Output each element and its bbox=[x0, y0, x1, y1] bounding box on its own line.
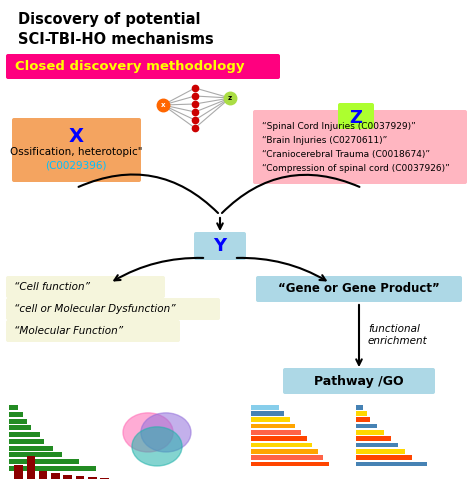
Text: “Gene or Gene Product”: “Gene or Gene Product” bbox=[278, 283, 440, 296]
Text: Pathway /GO: Pathway /GO bbox=[314, 375, 404, 388]
Bar bbox=[251, 405, 279, 409]
Bar bbox=[251, 455, 323, 460]
FancyBboxPatch shape bbox=[6, 298, 220, 320]
Bar bbox=[51, 473, 60, 479]
Text: Z: Z bbox=[349, 109, 363, 127]
Bar bbox=[9, 453, 62, 457]
Bar bbox=[64, 475, 72, 479]
Bar bbox=[356, 443, 398, 447]
Bar bbox=[9, 425, 31, 430]
Bar bbox=[251, 411, 284, 416]
Text: “Spinal Cord Injuries (C0037929)”: “Spinal Cord Injuries (C0037929)” bbox=[262, 122, 416, 131]
Circle shape bbox=[141, 413, 191, 452]
FancyBboxPatch shape bbox=[194, 232, 246, 260]
Bar bbox=[9, 432, 40, 437]
Bar bbox=[39, 470, 47, 479]
FancyBboxPatch shape bbox=[283, 368, 435, 394]
FancyBboxPatch shape bbox=[256, 276, 462, 302]
Bar bbox=[251, 417, 290, 422]
Bar bbox=[251, 424, 295, 428]
Bar bbox=[9, 459, 79, 464]
Bar bbox=[356, 417, 370, 422]
FancyBboxPatch shape bbox=[6, 276, 165, 298]
Bar bbox=[356, 455, 412, 460]
Text: X: X bbox=[69, 127, 83, 146]
Bar bbox=[356, 462, 427, 467]
Bar bbox=[9, 405, 18, 410]
Bar bbox=[356, 405, 363, 409]
Bar bbox=[9, 419, 27, 424]
Text: Y: Y bbox=[213, 237, 227, 255]
Bar bbox=[356, 411, 367, 416]
Bar bbox=[356, 449, 405, 454]
Text: “Compression of spinal cord (C0037926)”: “Compression of spinal cord (C0037926)” bbox=[262, 164, 450, 173]
Text: (C0029396): (C0029396) bbox=[45, 161, 107, 171]
Text: “Molecular Function”: “Molecular Function” bbox=[14, 326, 123, 336]
Bar bbox=[251, 437, 307, 441]
FancyBboxPatch shape bbox=[12, 118, 141, 182]
Text: z: z bbox=[228, 95, 232, 101]
Text: Discovery of potential
SCI-TBI-HO mechanisms: Discovery of potential SCI-TBI-HO mechan… bbox=[18, 12, 214, 47]
Text: x: x bbox=[161, 102, 165, 108]
Bar bbox=[251, 443, 312, 447]
Bar bbox=[251, 462, 328, 467]
Bar bbox=[88, 477, 97, 479]
Bar bbox=[9, 466, 96, 471]
FancyBboxPatch shape bbox=[6, 320, 180, 342]
Bar bbox=[356, 430, 384, 435]
Bar bbox=[356, 424, 377, 428]
Text: “Craniocerebral Trauma (C0018674)”: “Craniocerebral Trauma (C0018674)” bbox=[262, 150, 430, 159]
Text: Ossification, heterotopic": Ossification, heterotopic" bbox=[10, 147, 142, 157]
Bar bbox=[27, 456, 35, 479]
Bar bbox=[356, 437, 391, 441]
Text: “cell or Molecular Dysfunction”: “cell or Molecular Dysfunction” bbox=[14, 304, 176, 314]
Circle shape bbox=[123, 413, 173, 452]
Text: Closed discovery methodology: Closed discovery methodology bbox=[15, 60, 245, 73]
FancyBboxPatch shape bbox=[338, 103, 374, 129]
Text: functional
enrichment: functional enrichment bbox=[368, 324, 428, 346]
Circle shape bbox=[132, 427, 182, 466]
FancyBboxPatch shape bbox=[6, 54, 280, 79]
Bar bbox=[100, 478, 109, 479]
Bar bbox=[14, 465, 23, 479]
Bar bbox=[251, 449, 318, 454]
Bar bbox=[9, 412, 22, 417]
Bar bbox=[9, 446, 53, 451]
Bar bbox=[251, 430, 301, 435]
Text: “Brain Injuries (C0270611)”: “Brain Injuries (C0270611)” bbox=[262, 136, 387, 145]
Text: “Cell function”: “Cell function” bbox=[14, 282, 90, 292]
Bar bbox=[9, 439, 44, 444]
FancyBboxPatch shape bbox=[253, 110, 467, 184]
Bar bbox=[76, 476, 84, 479]
